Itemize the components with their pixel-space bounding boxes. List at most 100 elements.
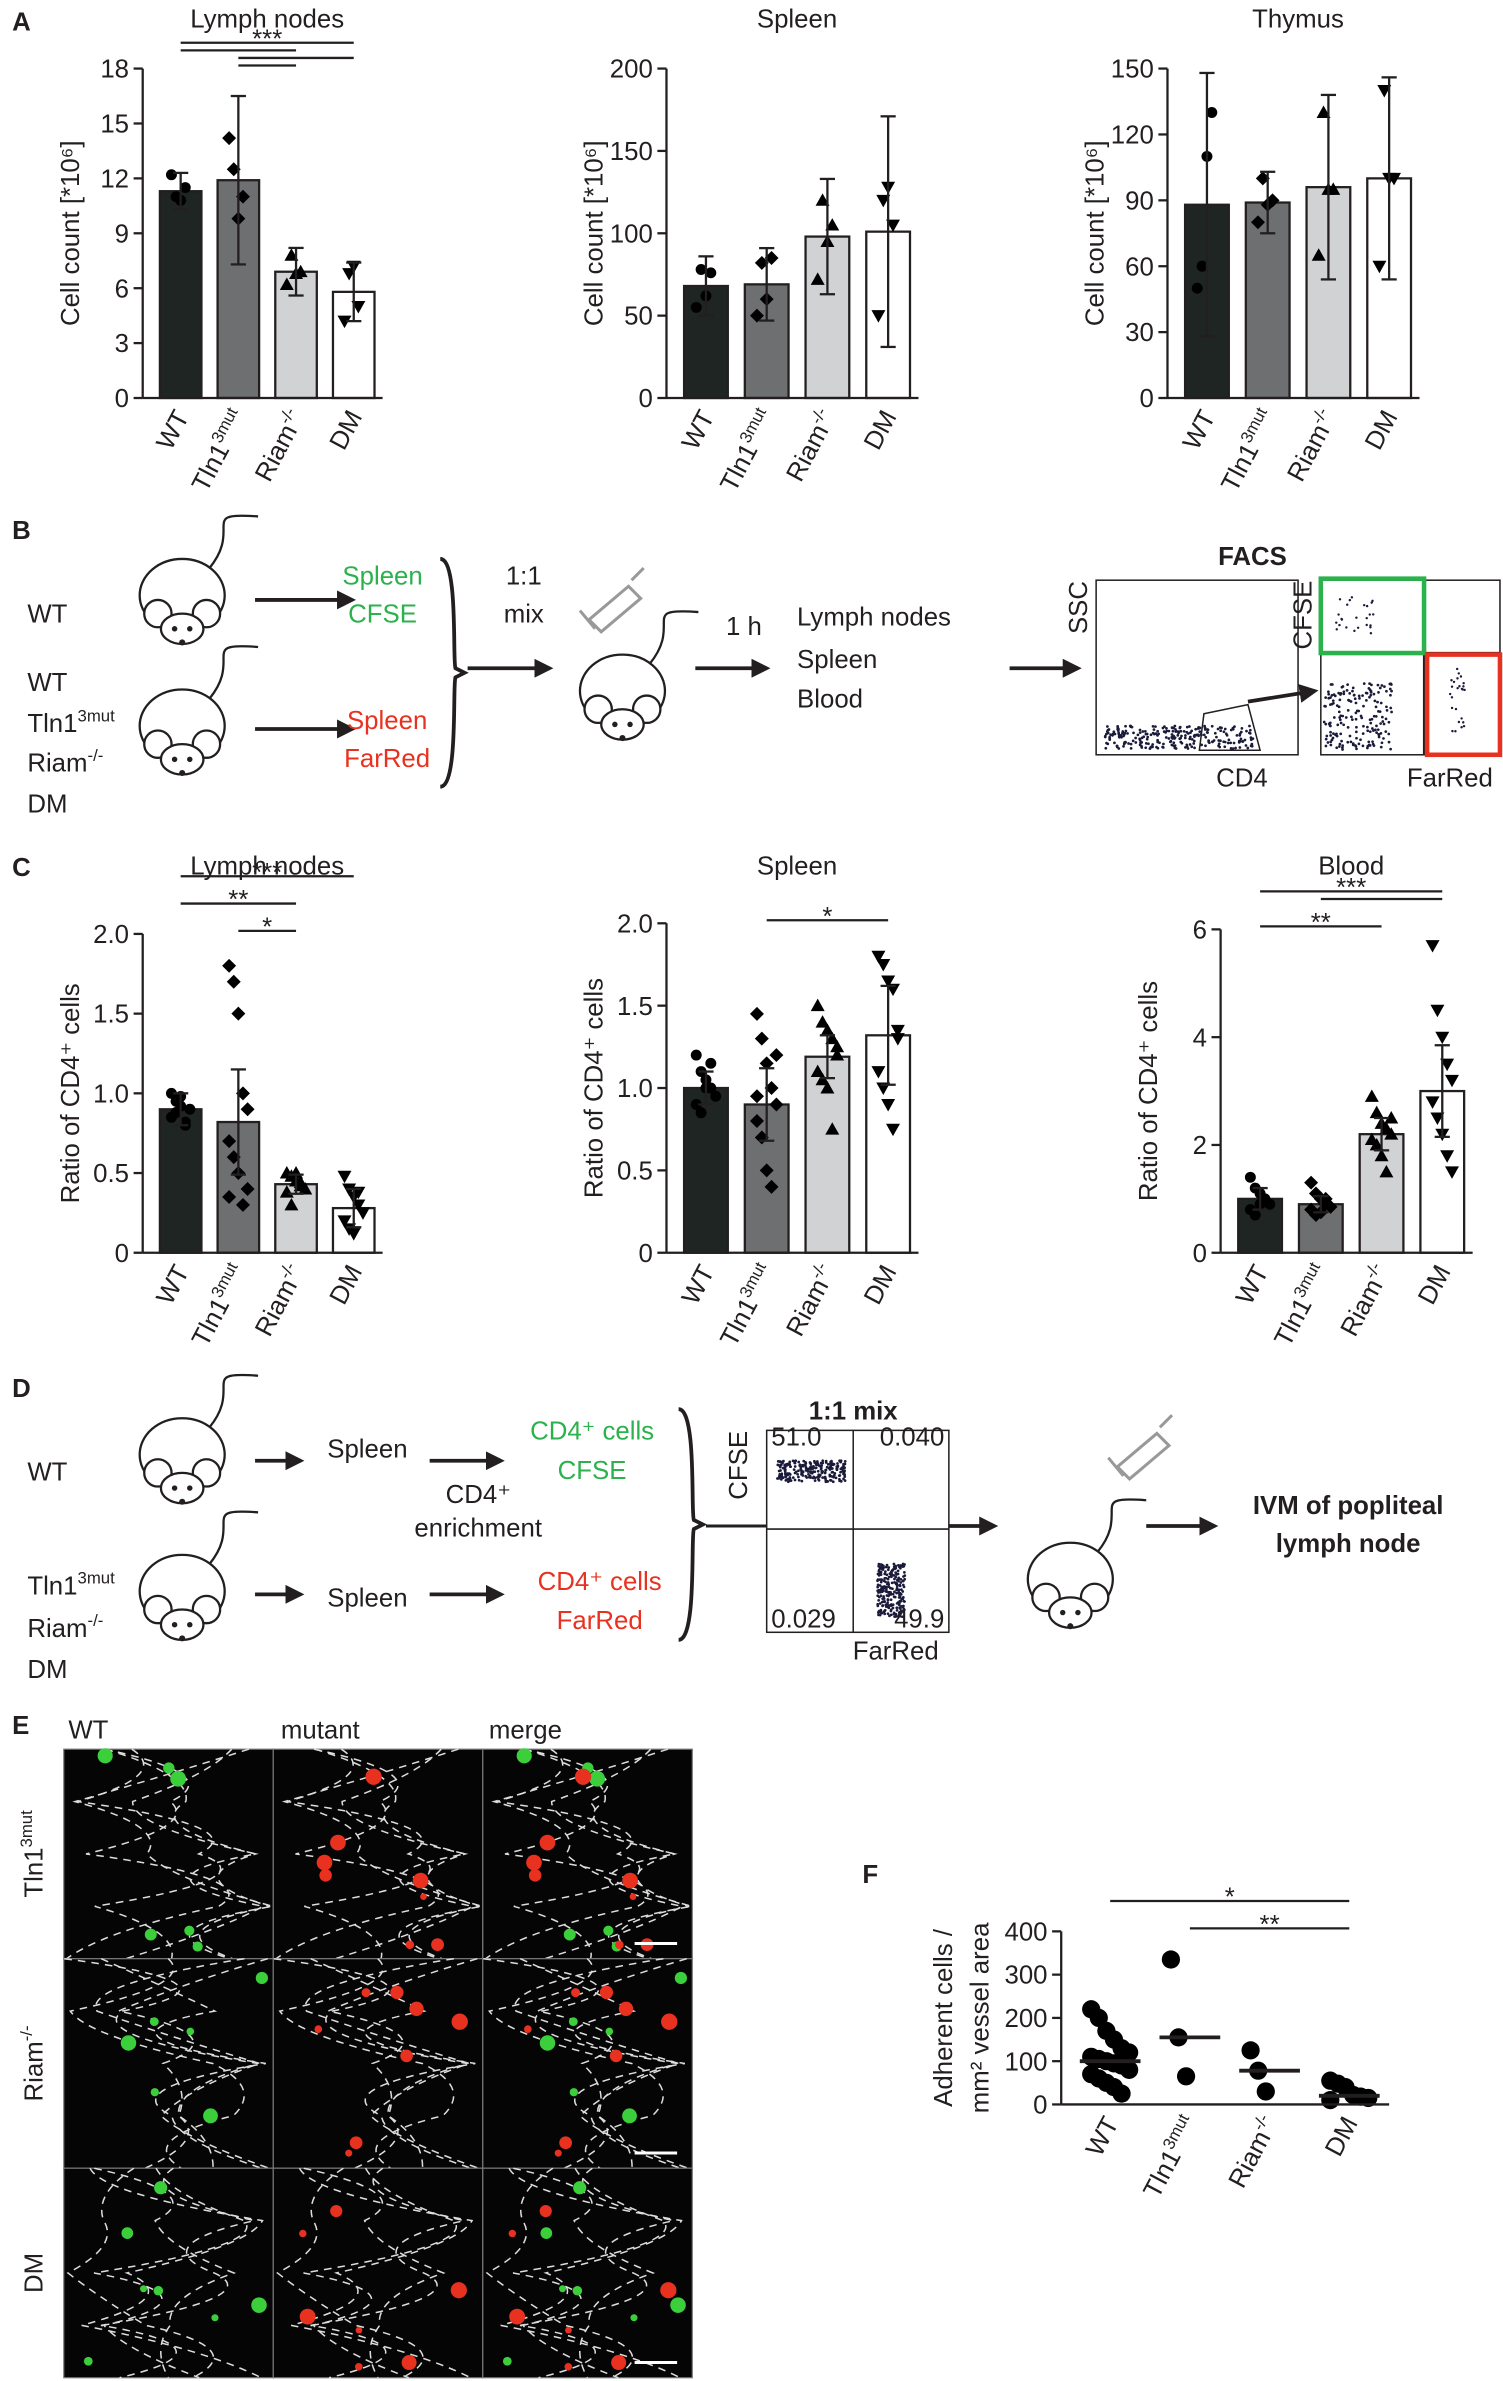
vessel-outline: [68, 1958, 245, 2169]
text-part: Lymph nodes: [797, 604, 951, 632]
facs-dot: [1332, 732, 1335, 736]
mouse-eye: [187, 626, 193, 632]
y-axis-label: Ratio of CD4⁺ cells: [581, 978, 609, 1198]
label: Lymph nodes: [797, 604, 951, 632]
data-point: [825, 1122, 840, 1135]
facs-dot: [1331, 736, 1335, 740]
facs-dot: [1355, 725, 1358, 729]
vessel-outlines: [273, 1957, 479, 2169]
facs-dot: [1448, 692, 1452, 696]
cell: [349, 2136, 363, 2150]
facs-dot: [888, 1590, 891, 1594]
superscript: -/-: [806, 1259, 830, 1282]
arrow: [1247, 684, 1319, 704]
facs-dot: [892, 1595, 896, 1599]
facs-dot: [894, 1575, 898, 1579]
data-point: [1384, 1111, 1399, 1124]
facs-dot: [841, 1470, 845, 1473]
y-tick-label: 300: [1004, 1962, 1047, 1990]
significance-label: **: [1311, 909, 1331, 937]
facs-dot: [1185, 725, 1189, 729]
facs-dot: [1358, 696, 1361, 700]
y-axis-label: Ratio of CD4⁺ cells: [1135, 981, 1163, 1201]
cell: [184, 1925, 195, 1936]
superscript: 3mut: [207, 404, 241, 446]
facs-dot: [1329, 730, 1332, 734]
facs-dot: [902, 1564, 906, 1568]
cell: [203, 2108, 218, 2124]
x-tick-label: WT: [1081, 2112, 1125, 2161]
facs-dot: [1389, 683, 1393, 686]
label: enrichment: [414, 1515, 542, 1543]
vessel-outline: [550, 1748, 690, 1960]
facs-dot: [883, 1585, 887, 1589]
facs-dot: [1190, 738, 1194, 741]
facs-dot: [791, 1476, 795, 1479]
facs-dot: [1450, 679, 1453, 682]
facs-dot: [1382, 722, 1386, 726]
vessel-outline: [304, 1957, 479, 2169]
facs-dot: [1222, 740, 1226, 744]
facs-dot: [900, 1615, 904, 1619]
text-part: Riam: [781, 420, 834, 486]
facs-dot: [1171, 729, 1175, 733]
text-part: Tln1: [187, 1294, 235, 1351]
facs-dot: [1203, 724, 1206, 728]
facs-dot: [1458, 685, 1461, 688]
significance-label: *: [262, 913, 272, 941]
facs-dot: [839, 1470, 842, 1474]
y-tick-label: 6: [1193, 916, 1207, 944]
y-tick-label: 50: [624, 303, 653, 331]
data-point: [1241, 2041, 1260, 2060]
facs-dot: [1161, 726, 1165, 730]
facs-dot: [1378, 686, 1382, 690]
label: Riam-/-: [27, 1611, 103, 1643]
facs-dot: [1346, 740, 1350, 744]
facs-dot: [1141, 730, 1145, 733]
text-part: CFSE: [725, 1431, 753, 1500]
vessel-outline: [512, 2167, 667, 2379]
bar: [158, 1108, 203, 1254]
facs-dot: [1188, 737, 1192, 741]
facs-dot: [1249, 736, 1253, 740]
x-tick-label: Riam-/-: [1332, 1259, 1396, 1341]
facs-dot: [1165, 727, 1168, 730]
facs-dot: [889, 1609, 893, 1613]
facs-dot: [1451, 729, 1454, 733]
facs-dot: [1136, 733, 1140, 737]
mouse-eye: [171, 1621, 178, 1628]
cell: [412, 1872, 429, 1889]
facs-dot: [797, 1478, 801, 1482]
facs-dot: [876, 1585, 880, 1589]
facs-dot: [803, 1463, 806, 1467]
data-point: [1435, 1031, 1450, 1045]
facs-dot: [894, 1582, 898, 1586]
text-part: 1:1 mix: [809, 1398, 899, 1426]
facs-dot: [1332, 701, 1335, 705]
facs-dot: [888, 1593, 891, 1597]
cell: [120, 2035, 137, 2051]
facs-dot: [1341, 744, 1345, 747]
facs-dot: [1196, 727, 1200, 731]
label: Tln13mut: [27, 1569, 115, 1601]
facs-dot: [1354, 717, 1358, 721]
cell: [149, 2017, 159, 2027]
facs-dot: [879, 1588, 883, 1592]
label: WT: [27, 601, 67, 629]
facs-dot: [1127, 742, 1130, 745]
superscript: -/-: [1249, 2111, 1273, 2134]
text-part: WT: [68, 1717, 108, 1745]
facs-dot: [1173, 736, 1177, 740]
facs-dot: [806, 1470, 810, 1473]
facs-dot: [894, 1612, 898, 1616]
facs-dot: [784, 1478, 788, 1482]
superscript: -/-: [275, 1259, 299, 1282]
facs-dot: [1362, 724, 1365, 728]
superscript: 3mut: [736, 404, 770, 446]
data-point: [1364, 1089, 1379, 1102]
cell: [539, 2204, 552, 2218]
facs-dot: [1235, 734, 1239, 737]
facs-dot: [1329, 743, 1333, 747]
cell: [400, 2049, 413, 2063]
cell: [630, 2314, 638, 2322]
